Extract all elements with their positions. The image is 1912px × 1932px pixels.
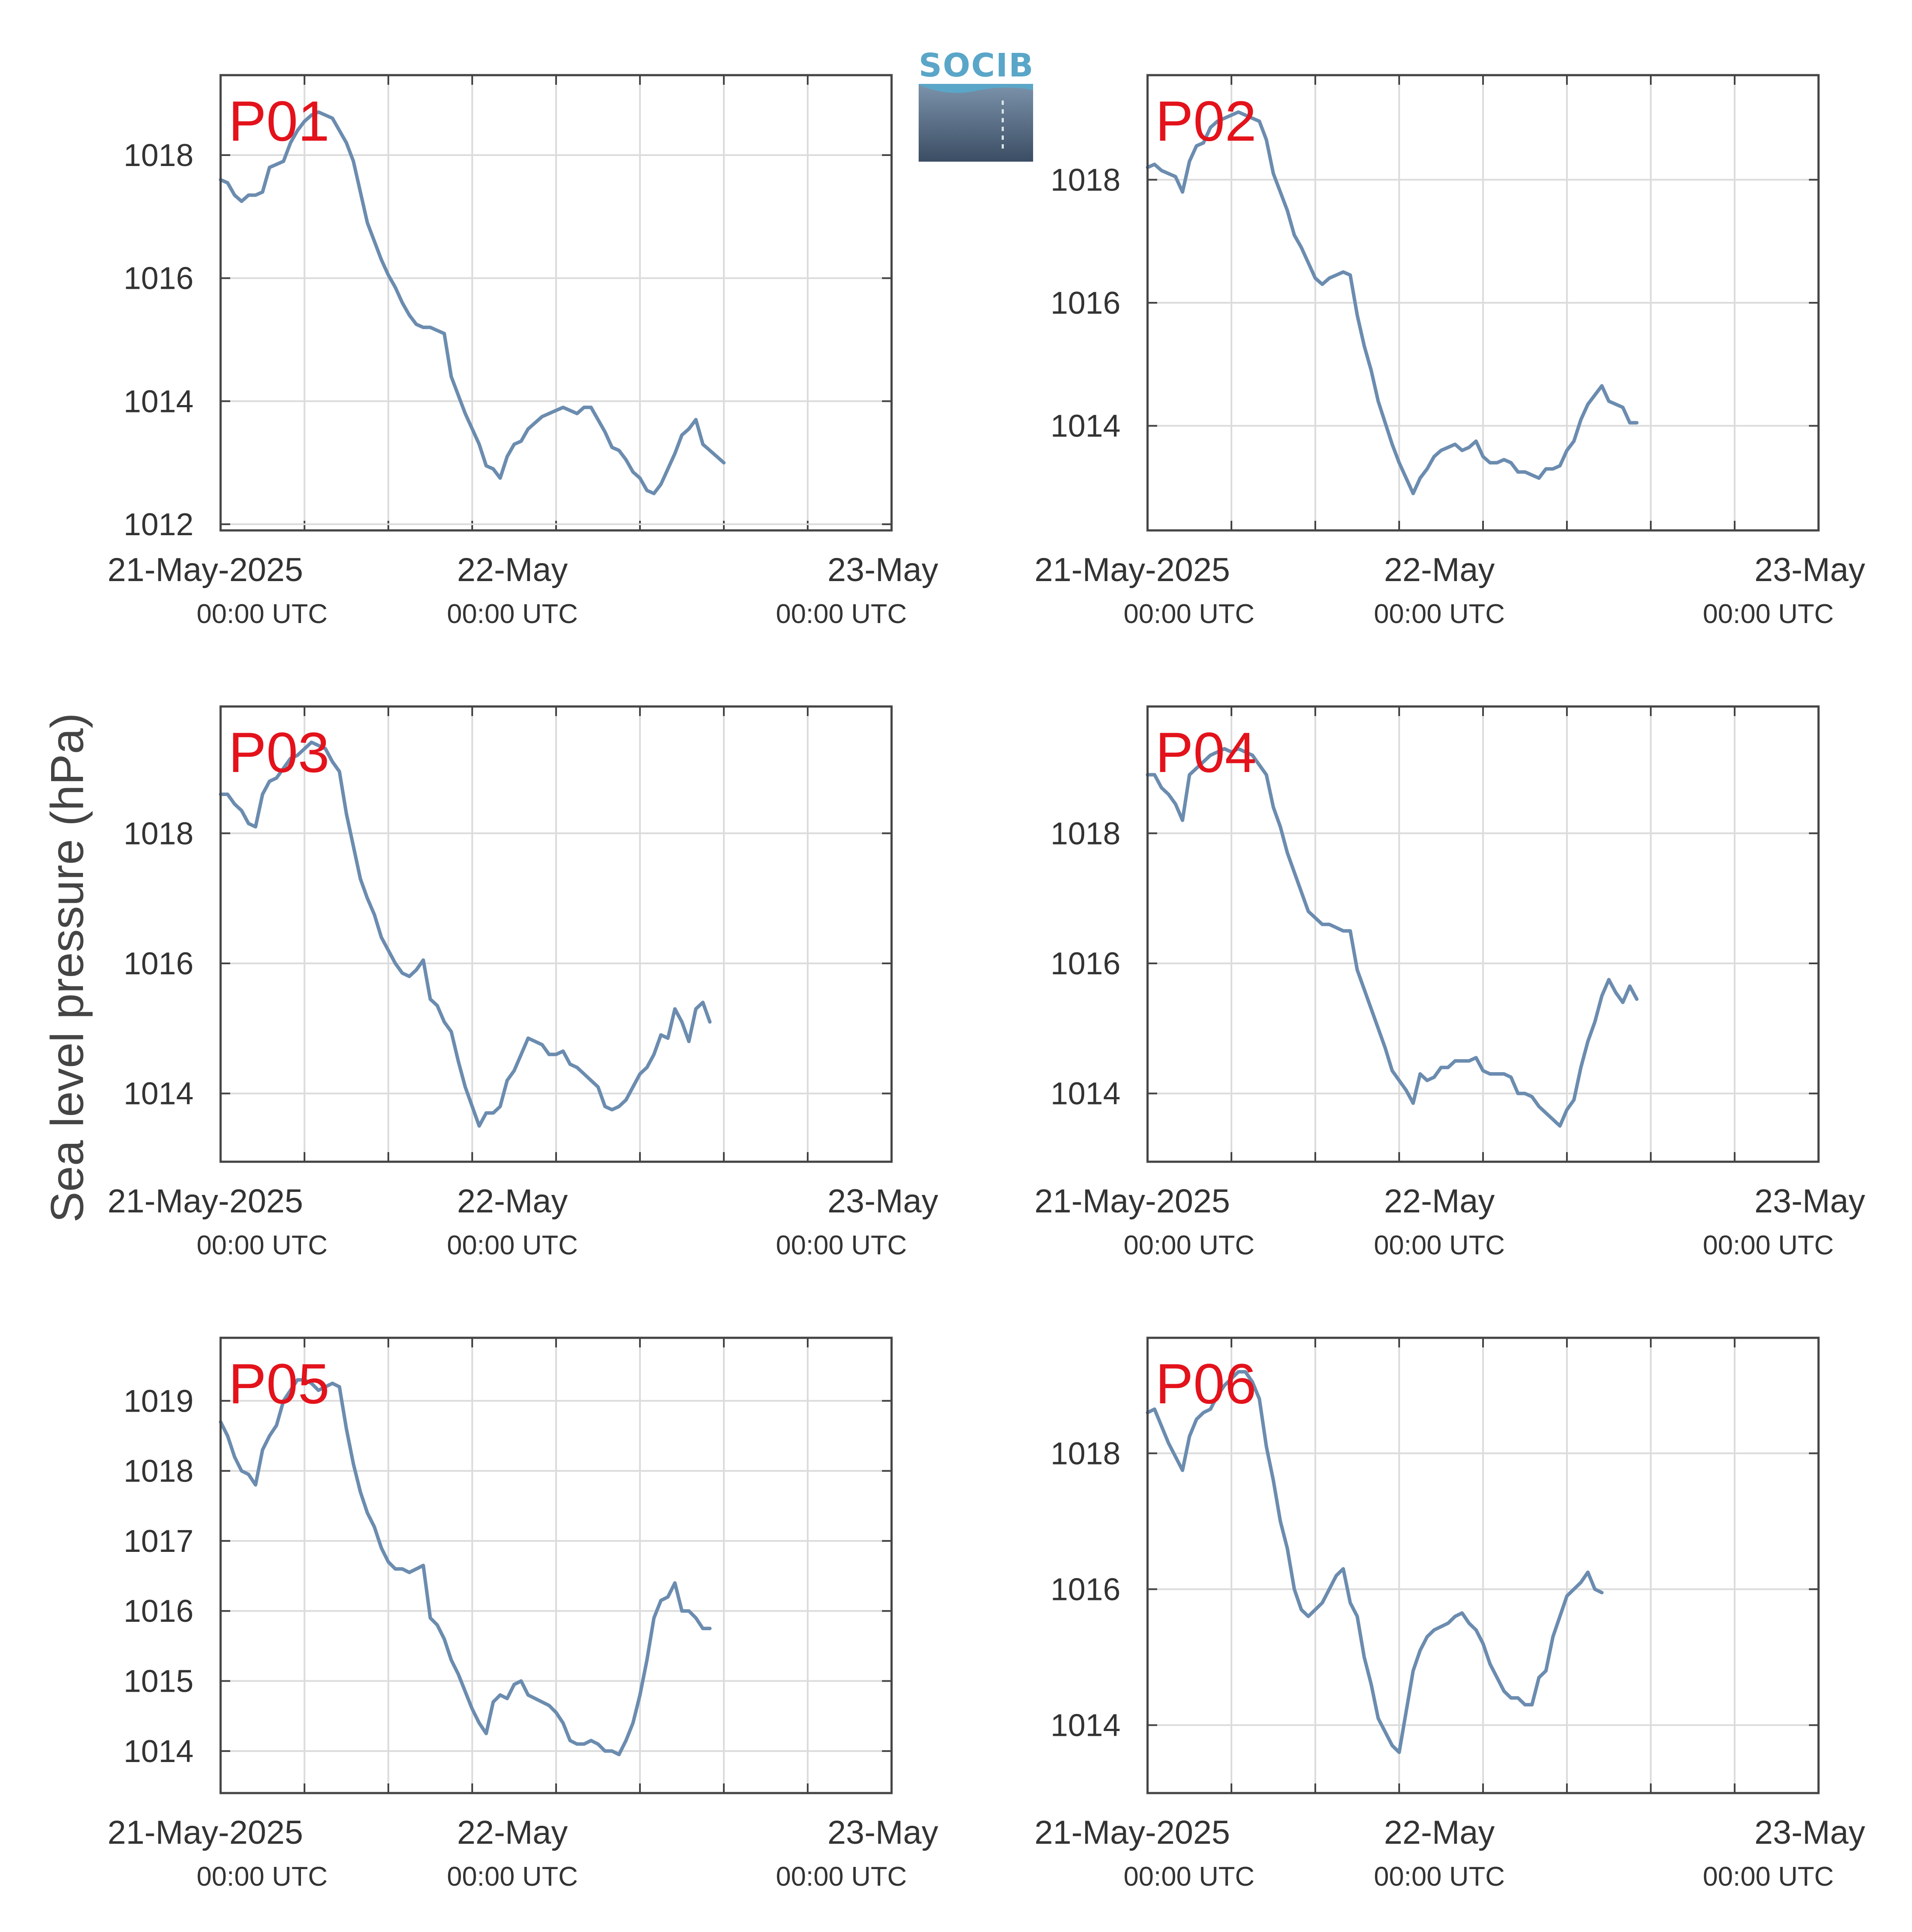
pressure-series-line xyxy=(219,740,712,1128)
x-tick-label: 21-May-2025 xyxy=(1034,551,1230,589)
x-tick-label: 21-May-2025 xyxy=(107,1183,303,1220)
panel-label: P05 xyxy=(228,1352,329,1416)
axes-frame xyxy=(1146,705,1820,1163)
panel-label: P03 xyxy=(228,720,329,784)
y-tick-label: 1016 xyxy=(124,1594,194,1629)
panel-p01: 1012 1014 1016 1018 P01 21-May-2025 00:00 UTC 2… xyxy=(107,74,938,629)
panel-label: P06 xyxy=(1155,1352,1256,1416)
x-tick-sublabel: 00:00 UTC xyxy=(1124,599,1255,629)
pressure-series-line xyxy=(1146,110,1639,495)
x-tick-label: 22-May xyxy=(1384,551,1494,589)
panel-p05: 1014 1015 1016 1017 1018 1019 P05 21-May-2025 00… xyxy=(107,1336,938,1892)
x-tick-label: 21-May-2025 xyxy=(107,551,303,589)
x-tick-label: 21-May-2025 xyxy=(1034,1814,1230,1851)
x-tick-label: 23-May xyxy=(827,1814,938,1851)
y-tick-label: 1014 xyxy=(1051,1077,1120,1111)
y-tick-label: 1018 xyxy=(1051,1436,1120,1471)
y-tick-label: 1016 xyxy=(1051,946,1120,981)
panel-p06: 1014 1016 1018 P06 21-May-2025 00:00 UTC 22-Ma… xyxy=(1034,1336,1865,1892)
pressure-series-line xyxy=(219,1378,712,1756)
logo-text: SOCIB xyxy=(919,47,1034,84)
x-tick-label: 23-May xyxy=(1754,1183,1865,1220)
axes-frame xyxy=(219,74,893,532)
pressure-series-line xyxy=(1146,1370,1604,1754)
x-tick-sublabel: 00:00 UTC xyxy=(447,599,578,629)
socib-logo: SOCIB xyxy=(919,48,1033,162)
x-tick-sublabel: 00:00 UTC xyxy=(1703,1230,1834,1260)
logo-wave-graphic xyxy=(919,84,1033,93)
x-tick-sublabel: 00:00 UTC xyxy=(1374,1230,1505,1260)
y-tick-label: 1019 xyxy=(124,1384,194,1419)
panel-p04: 1014 1016 1018 P04 21-May-2025 00:00 UTC 22-Ma… xyxy=(1034,705,1865,1260)
y-tick-label: 1015 xyxy=(124,1664,194,1699)
y-tick-label: 1014 xyxy=(124,1077,194,1111)
x-tick-label: 22-May xyxy=(457,1183,567,1220)
y-tick-label: 1017 xyxy=(124,1524,194,1559)
x-tick-sublabel: 00:00 UTC xyxy=(776,1230,907,1260)
y-tick-label: 1016 xyxy=(1051,1572,1120,1607)
x-tick-label: 22-May xyxy=(457,1814,567,1851)
x-tick-sublabel: 00:00 UTC xyxy=(1124,1230,1255,1260)
y-tick-label: 1018 xyxy=(124,1454,194,1489)
x-tick-sublabel: 00:00 UTC xyxy=(197,1862,328,1892)
x-tick-sublabel: 00:00 UTC xyxy=(1374,1862,1505,1892)
x-tick-label: 23-May xyxy=(1754,551,1865,589)
x-tick-sublabel: 00:00 UTC xyxy=(776,1862,907,1892)
y-tick-label: 1012 xyxy=(124,507,194,542)
y-tick-label: 1016 xyxy=(1051,286,1120,321)
y-tick-label: 1018 xyxy=(1051,816,1120,851)
panel-label: P04 xyxy=(1155,720,1256,784)
y-tick-label: 1016 xyxy=(124,946,194,981)
axes-frame xyxy=(219,705,893,1163)
y-tick-label: 1014 xyxy=(1051,409,1120,444)
x-tick-label: 23-May xyxy=(827,1183,938,1220)
y-tick-label: 1018 xyxy=(124,138,194,173)
x-tick-label: 21-May-2025 xyxy=(107,1814,303,1851)
x-tick-sublabel: 00:00 UTC xyxy=(1374,599,1505,629)
y-tick-label: 1014 xyxy=(124,1734,194,1769)
x-tick-sublabel: 00:00 UTC xyxy=(197,599,328,629)
logo-gauge-graphic xyxy=(1002,100,1004,153)
panel-label: P01 xyxy=(228,89,329,153)
y-tick-label: 1018 xyxy=(124,816,194,851)
x-tick-label: 22-May xyxy=(457,551,567,589)
axes-frame xyxy=(219,1336,893,1794)
y-tick-label: 1014 xyxy=(1051,1708,1120,1743)
x-tick-label: 23-May xyxy=(827,551,938,589)
axes-frame xyxy=(1146,1336,1820,1794)
y-axis-label: Sea level pressure (hPa) xyxy=(41,713,93,1223)
y-tick-label: 1016 xyxy=(124,261,194,296)
logo-water-graphic xyxy=(919,84,1033,162)
pressure-series-line xyxy=(1146,747,1639,1128)
x-tick-label: 21-May-2025 xyxy=(1034,1183,1230,1220)
x-tick-sublabel: 00:00 UTC xyxy=(1124,1862,1255,1892)
x-tick-label: 22-May xyxy=(1384,1183,1494,1220)
x-tick-sublabel: 00:00 UTC xyxy=(1703,1862,1834,1892)
panel-p02: 1014 1016 1018 P02 21-May-2025 00:00 UTC 22-Ma… xyxy=(1034,74,1865,629)
x-tick-label: 22-May xyxy=(1384,1814,1494,1851)
y-tick-label: 1014 xyxy=(124,384,194,419)
x-tick-sublabel: 00:00 UTC xyxy=(776,599,907,629)
pressure-series-line xyxy=(219,110,726,495)
panel-label: P02 xyxy=(1155,89,1256,153)
x-tick-sublabel: 00:00 UTC xyxy=(447,1862,578,1892)
axes-frame xyxy=(1146,74,1820,532)
x-tick-sublabel: 00:00 UTC xyxy=(447,1230,578,1260)
y-tick-label: 1018 xyxy=(1051,163,1120,197)
x-tick-sublabel: 00:00 UTC xyxy=(197,1230,328,1260)
panel-p03: 1014 1016 1018 P03 21-May-2025 00:00 UTC 22-Ma… xyxy=(107,705,938,1260)
x-tick-sublabel: 00:00 UTC xyxy=(1703,599,1834,629)
x-tick-label: 23-May xyxy=(1754,1814,1865,1851)
